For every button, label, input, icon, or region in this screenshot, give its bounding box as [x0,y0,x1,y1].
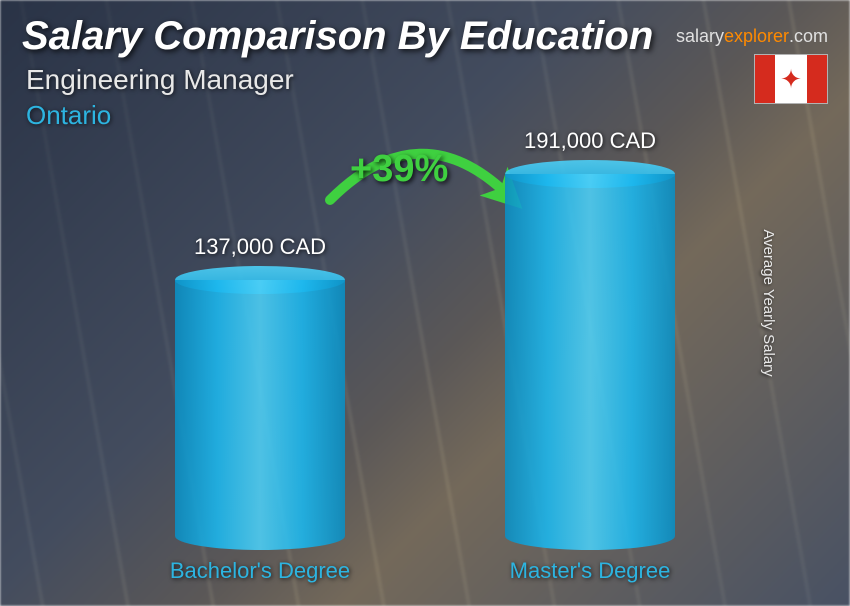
bar-bachelors: 137,000 CAD Bachelor's Degree [150,280,370,550]
infographic-content: Salary Comparison By Education Engineeri… [0,0,850,606]
job-title: Engineering Manager [26,64,294,96]
site-prefix: salary [676,26,724,46]
y-axis-label: Average Yearly Salary [760,229,777,376]
bar-category-label: Bachelor's Degree [150,558,370,584]
bar-value-label: 137,000 CAD [150,234,370,260]
bar-shape [175,280,345,550]
bar-category-label: Master's Degree [480,558,700,584]
page-title: Salary Comparison By Education [22,14,653,59]
region-label: Ontario [26,100,111,131]
bar-masters: 191,000 CAD Master's Degree [480,174,700,550]
site-brand: salaryexplorer.com [676,26,828,47]
country-flag-icon: ✦ [754,54,828,104]
site-accent: explorer [724,26,789,46]
bar-shape [505,174,675,550]
bar-value-label: 191,000 CAD [480,128,700,154]
site-suffix: .com [789,26,828,46]
bar-chart: 137,000 CAD Bachelor's Degree 191,000 CA… [110,160,740,584]
